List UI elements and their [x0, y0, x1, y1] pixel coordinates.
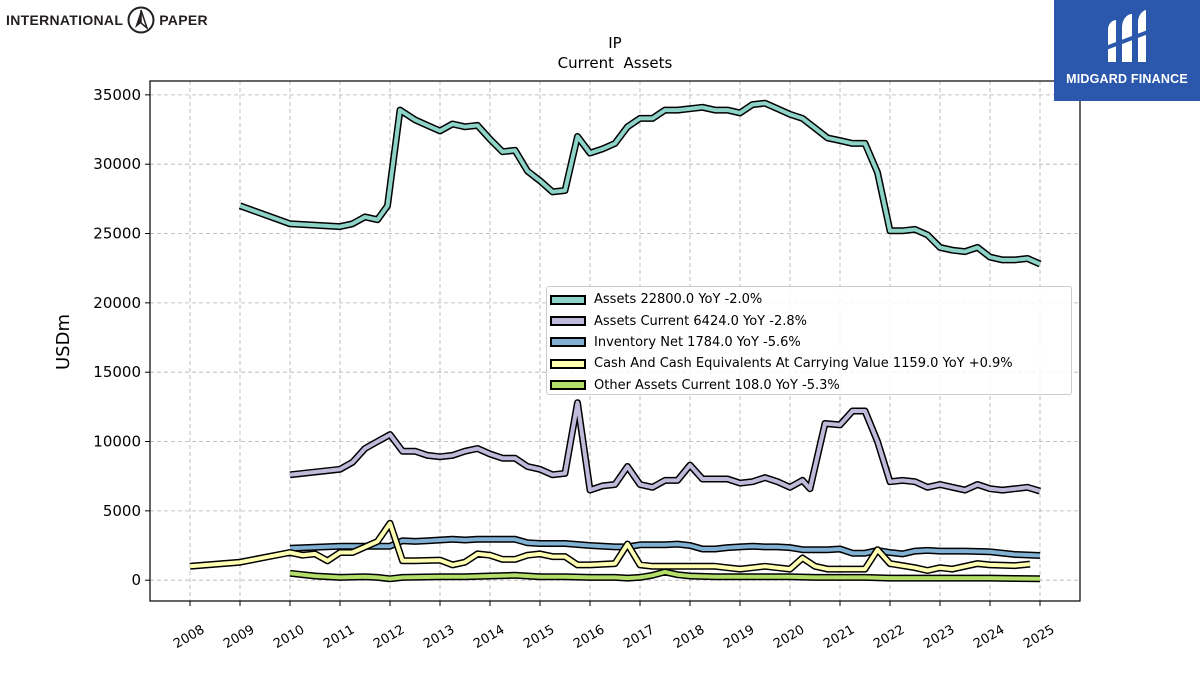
x-tick-label: 2021 [821, 622, 857, 652]
y-tick-label: 5000 [103, 502, 141, 520]
x-tick-label: 2019 [721, 622, 757, 652]
brand-name-left: INTERNATIONAL [6, 12, 124, 28]
x-tick-label: 2016 [571, 622, 607, 652]
legend-label: Other Assets Current 108.0 YoY -5.3% [594, 377, 840, 393]
y-tick-label: 20000 [93, 294, 141, 312]
x-tick-label: 2012 [371, 622, 407, 652]
legend: Assets 22800.0 YoY -2.0% Assets Current 6… [546, 286, 1072, 395]
legend-swatch [550, 358, 586, 369]
legend-swatch [550, 316, 586, 327]
legend-label: Assets 22800.0 YoY -2.0% [594, 292, 763, 308]
legend-item: Assets Current 6424.0 YoY -2.8% [547, 310, 1071, 331]
series-layer [189, 99, 1042, 583]
x-tick-label: 2020 [771, 622, 807, 652]
x-tick-label: 2009 [221, 622, 257, 652]
x-tick-label: 2024 [971, 622, 1007, 652]
series-line [239, 101, 1041, 266]
y-tick-label: 15000 [93, 363, 141, 381]
midgard-logo-icon [1102, 0, 1152, 70]
legend-swatch [550, 294, 586, 305]
x-tick-label: 2025 [1021, 622, 1057, 652]
legend-item: Other Assets Current 108.0 YoY -5.3% [547, 375, 1071, 396]
legend-item: Cash And Cash Equivalents At Carrying Va… [547, 353, 1071, 374]
y-axis-label: USDm [53, 314, 74, 370]
series-line [289, 400, 1041, 494]
legend-swatch [550, 337, 586, 348]
legend-item: Inventory Net 1784.0 YoY -5.6% [547, 332, 1071, 353]
y-tick-label: 35000 [93, 86, 141, 104]
series-line-outline [289, 399, 1042, 495]
legend-item: Assets 22800.0 YoY -2.0% [547, 289, 1071, 310]
x-tick-label: 2008 [171, 622, 207, 652]
x-tick-label: 2011 [321, 622, 357, 652]
x-tick-label: 2014 [471, 622, 507, 652]
y-axis: 0 5000 10000 15000 20000 25000 30000 35000 [93, 86, 150, 589]
series-4 [289, 568, 1041, 583]
x-tick-label: 2022 [871, 622, 907, 652]
chart-subtitle: Current Assets [558, 54, 673, 72]
ip-compass-icon [127, 6, 155, 34]
legend-label: Assets Current 6424.0 YoY -2.8% [594, 313, 807, 329]
series-0 [238, 99, 1042, 268]
series-2 [289, 535, 1041, 559]
legend-label: Cash And Cash Equivalents At Carrying Va… [594, 356, 1013, 372]
x-axis: 2008 2009 2010 2011 2012 2013 2014 2015 2016 2017… [171, 601, 1057, 652]
brand-name-right: PAPER [159, 12, 208, 28]
y-tick-label: 10000 [93, 433, 141, 451]
series-line-outline [238, 99, 1042, 268]
y-tick-label: 25000 [93, 225, 141, 243]
chart-title: IP [608, 34, 621, 52]
y-tick-label: 30000 [93, 155, 141, 173]
y-tick-label: 0 [131, 571, 141, 589]
brand-logo: INTERNATIONAL PAPER [6, 6, 208, 34]
x-tick-label: 2015 [521, 622, 557, 652]
series-3 [189, 519, 1031, 574]
legend-label: Inventory Net 1784.0 YoY -5.6% [594, 334, 801, 350]
midgard-finance-badge: MIDGARD FINANCE [1054, 0, 1200, 101]
x-tick-label: 2018 [671, 622, 707, 652]
badge-text: MIDGARD FINANCE [1066, 72, 1188, 86]
series-line [189, 521, 1031, 573]
series-line [289, 537, 1041, 558]
x-tick-label: 2017 [621, 622, 657, 652]
x-tick-label: 2010 [271, 622, 307, 652]
series-line [289, 569, 1041, 581]
legend-swatch [550, 380, 586, 391]
series-1 [289, 399, 1042, 495]
plot-frame [149, 80, 1081, 602]
x-tick-label: 2013 [421, 622, 457, 652]
x-tick-label: 2023 [921, 622, 957, 652]
